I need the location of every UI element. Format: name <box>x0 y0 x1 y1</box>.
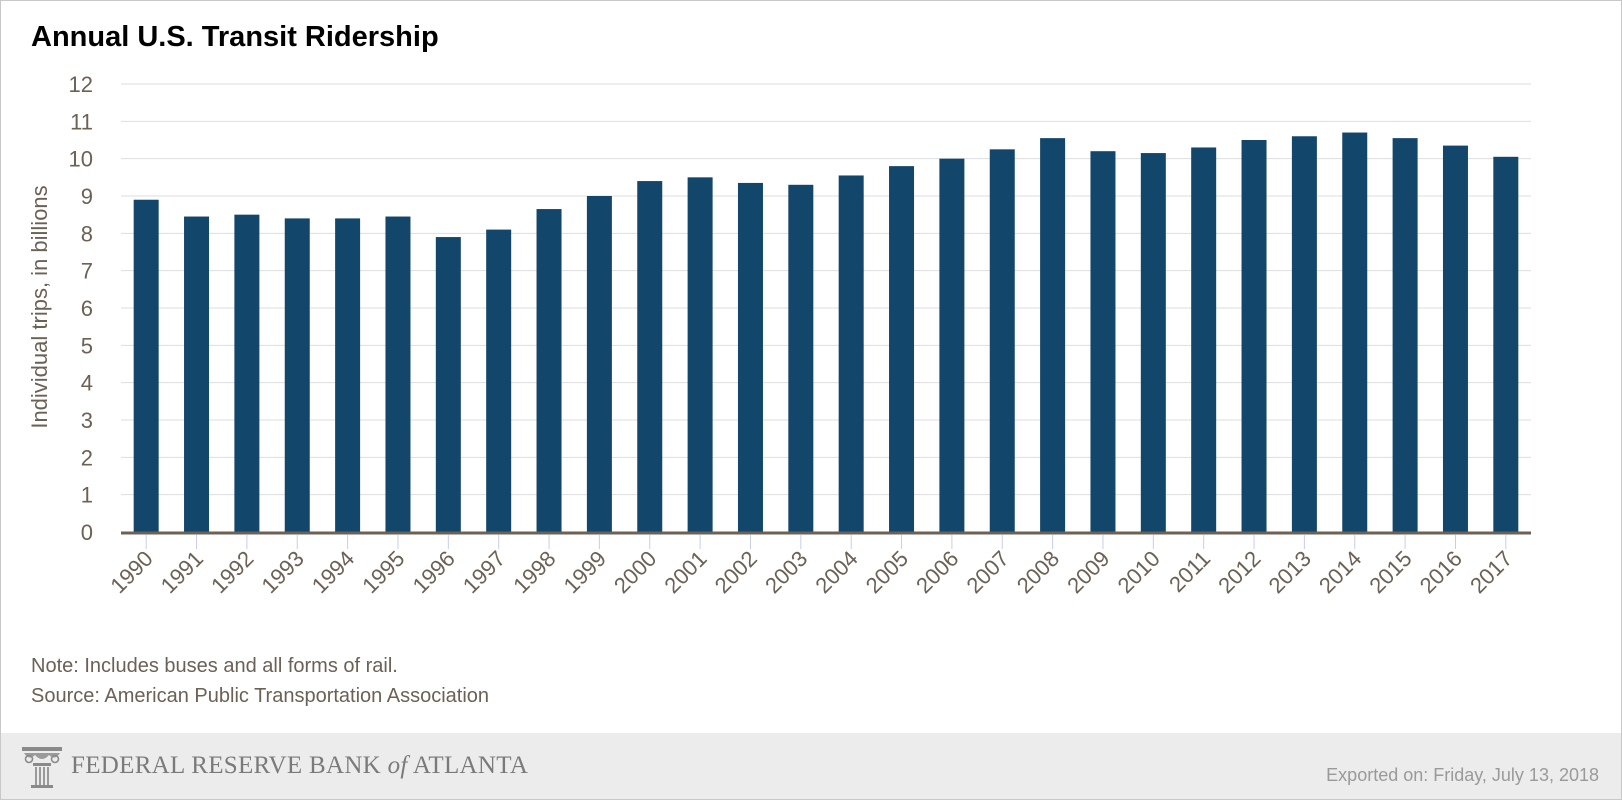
bar-1995 <box>385 216 411 533</box>
bar-2011 <box>1191 147 1217 532</box>
logo-of: of <box>387 752 408 779</box>
x-tick-label: 1995 <box>357 546 409 598</box>
y-tick-label: 1 <box>81 483 93 508</box>
x-tick-label: 2001 <box>659 546 711 598</box>
x-tick-label: 1992 <box>206 546 258 598</box>
x-tick-label: 1999 <box>559 546 611 598</box>
x-tick-label: 2015 <box>1364 546 1416 598</box>
bar-2013 <box>1291 136 1317 532</box>
x-tick-label: 2011 <box>1164 546 1215 597</box>
bar-1999 <box>586 196 612 532</box>
x-tick-label: 2003 <box>760 546 812 598</box>
bar-2001 <box>687 177 713 533</box>
y-axis-label: Individual trips, in billions <box>27 185 52 428</box>
y-tick-label: 0 <box>81 520 93 545</box>
y-tick-label: 3 <box>81 408 93 433</box>
y-tick-label: 10 <box>69 147 93 172</box>
x-tick-label: 2005 <box>861 546 913 598</box>
bar-2010 <box>1140 153 1166 533</box>
x-tick-label: 2017 <box>1465 546 1517 598</box>
bar-2014 <box>1342 132 1368 533</box>
x-tick-label: 1994 <box>307 546 359 598</box>
bar-2008 <box>1040 138 1066 532</box>
bars <box>133 132 1519 533</box>
y-tick-label: 6 <box>81 296 93 321</box>
x-tick-label: 2016 <box>1415 546 1467 598</box>
bar-1991 <box>184 216 210 533</box>
bar-2016 <box>1442 145 1468 532</box>
logo-suffix: ATLANTA <box>412 752 529 779</box>
bar-2009 <box>1090 151 1116 532</box>
bar-1996 <box>435 237 461 533</box>
source-text: Source: American Public Transportation A… <box>31 685 490 707</box>
chart-notes: Note: Includes buses and all forms of ra… <box>31 651 489 711</box>
x-tick-label: 2004 <box>810 546 862 598</box>
fed-logo: FEDERAL RESERVE BANK of ATLANTA <box>19 743 528 789</box>
bar-1997 <box>486 229 512 532</box>
bar-1994 <box>335 218 361 532</box>
x-tick-label: 2002 <box>710 546 762 598</box>
bar-2000 <box>637 181 663 533</box>
bar-2015 <box>1392 138 1418 532</box>
bar-1993 <box>284 218 310 532</box>
x-tick-label: 2014 <box>1314 546 1366 598</box>
bar-1990 <box>133 199 159 532</box>
x-tick-label: 1991 <box>156 546 208 598</box>
y-tick-label: 9 <box>81 184 93 209</box>
y-tick-label: 2 <box>81 445 93 470</box>
y-tick-label: 7 <box>81 259 93 284</box>
y-tick-label: 5 <box>81 333 93 358</box>
chart-title: Annual U.S. Transit Ridership <box>31 21 439 53</box>
bar-2017 <box>1493 156 1519 533</box>
y-tick-label: 8 <box>81 221 93 246</box>
column-capital-icon <box>22 747 62 788</box>
x-tick-label: 2006 <box>911 546 963 598</box>
x-tick-label: 2007 <box>961 546 1013 598</box>
x-tick-label: 2000 <box>609 546 661 598</box>
bar-2002 <box>737 182 763 532</box>
bar-2012 <box>1241 140 1267 532</box>
exported-date: Exported on: Friday, July 13, 2018 <box>1326 765 1599 785</box>
bar-2007 <box>989 149 1015 533</box>
logo-wordmark: FEDERAL RESERVE BANK of ATLANTA <box>71 752 528 780</box>
x-tick-label: 1997 <box>458 546 510 598</box>
x-tick-label: 1998 <box>508 546 560 598</box>
bar-2004 <box>838 175 864 532</box>
footer: FEDERAL RESERVE BANK of ATLANTA Exported… <box>1 733 1621 799</box>
x-tick-label: 2012 <box>1213 546 1265 598</box>
x-tick-label: 1996 <box>408 546 460 598</box>
x-tick-label: 2008 <box>1012 546 1064 598</box>
gridlines <box>121 83 1531 496</box>
bar-2005 <box>889 166 915 532</box>
bar-2003 <box>788 184 814 533</box>
logo-prefix: FEDERAL RESERVE BANK <box>71 752 382 779</box>
y-tick-label: 4 <box>81 371 93 396</box>
bar-2006 <box>939 158 965 532</box>
x-axis: 1990199119921993199419951996199719981999… <box>105 531 1531 598</box>
x-tick-label: 1993 <box>256 546 308 598</box>
y-tick-label: 12 <box>69 72 93 97</box>
x-tick-label: 2013 <box>1264 546 1316 598</box>
bar-1992 <box>234 214 260 532</box>
x-tick-label: 2009 <box>1062 546 1114 598</box>
x-tick-label: 1990 <box>105 546 157 598</box>
y-tick-label: 11 <box>70 109 93 134</box>
bar-1998 <box>536 209 562 533</box>
note-text: Note: Includes buses and all forms of ra… <box>31 655 398 677</box>
x-tick-label: 2010 <box>1113 546 1165 598</box>
